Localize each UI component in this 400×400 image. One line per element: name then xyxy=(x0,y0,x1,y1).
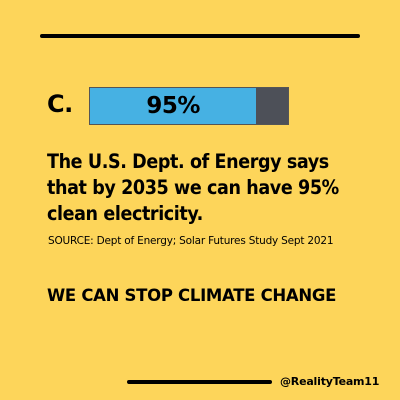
slogan: WE CAN STOP CLIMATE CHANGE xyxy=(47,286,337,305)
bottom-divider xyxy=(127,380,272,384)
headline: The U.S. Dept. of Energy says that by 20… xyxy=(47,150,339,225)
social-handle: @RealityTeam11 xyxy=(280,375,380,388)
option-letter: C. xyxy=(47,90,73,118)
progress-fill xyxy=(90,88,257,124)
progress-bar: 95% xyxy=(89,87,289,125)
source-citation: SOURCE: Dept of Energy; Solar Futures St… xyxy=(48,235,334,247)
top-divider xyxy=(40,34,360,38)
progress-label: 95% xyxy=(146,93,200,119)
